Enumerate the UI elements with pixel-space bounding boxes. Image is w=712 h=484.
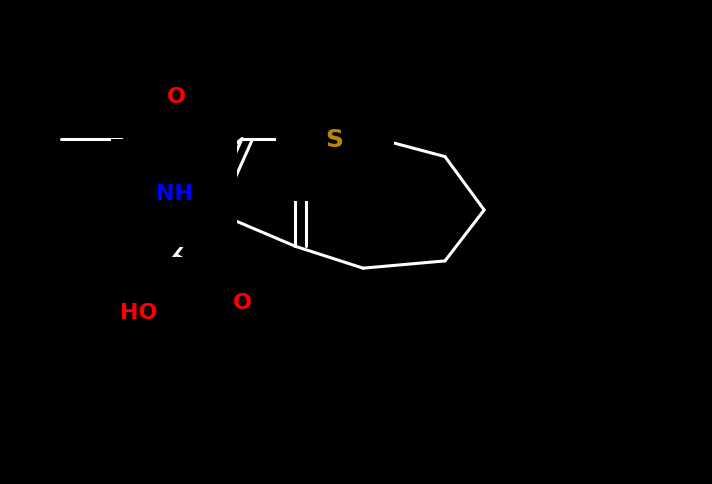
Text: S: S — [325, 127, 344, 151]
Text: O: O — [167, 87, 186, 107]
Text: NH: NH — [156, 183, 193, 204]
Text: HO: HO — [120, 302, 157, 322]
Text: O: O — [233, 292, 251, 313]
